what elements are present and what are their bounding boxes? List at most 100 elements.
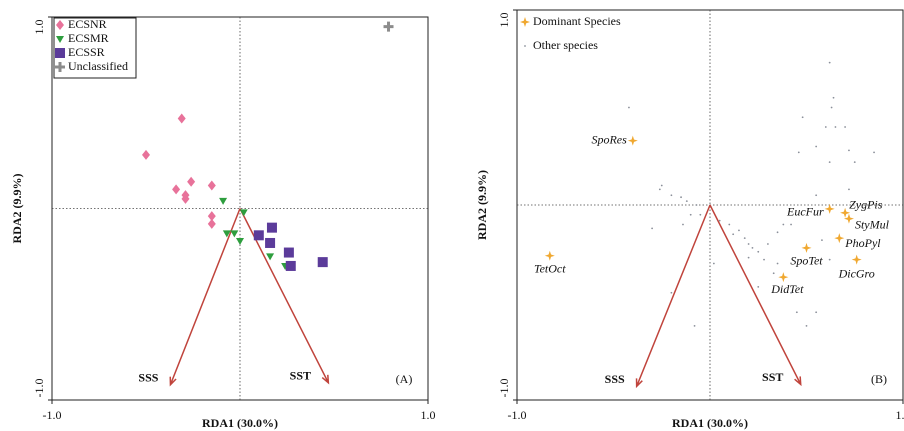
point (834, 233, 845, 244)
legend-marker (56, 20, 64, 30)
point (181, 193, 190, 204)
point (778, 272, 789, 283)
point (317, 257, 328, 268)
point (824, 126, 827, 128)
point (805, 325, 808, 327)
point (834, 126, 837, 128)
arrow-label: SST (762, 370, 783, 384)
point (222, 230, 231, 238)
point (848, 149, 850, 152)
point (832, 96, 835, 99)
legend-label: Unclassified (68, 59, 128, 73)
panel-label: (A) (396, 372, 413, 386)
legend-frame (53, 17, 137, 79)
point (782, 223, 785, 226)
legend-label: ECSNR (68, 17, 107, 31)
point (239, 209, 248, 217)
x-tick-label: -1.0 (508, 408, 527, 422)
point (142, 149, 150, 160)
point (712, 262, 715, 265)
point (728, 223, 731, 226)
point (628, 106, 630, 109)
point (757, 250, 760, 253)
y-axis-label: RDA2 (9.9%) (475, 170, 489, 240)
legend-marker (55, 62, 65, 72)
point (236, 238, 244, 246)
point (776, 262, 779, 265)
point (815, 194, 818, 197)
legend-marker (524, 45, 526, 47)
point (187, 176, 196, 187)
point (815, 311, 818, 314)
point (718, 219, 721, 222)
point (763, 258, 765, 261)
legend-marker (520, 17, 530, 27)
point-label: DicGro (838, 266, 875, 280)
point (682, 223, 684, 226)
arrow-label: SSS (138, 370, 158, 384)
legend-label: ECSSR (68, 45, 105, 59)
point (266, 222, 277, 233)
point-label: ZygPis (849, 198, 883, 212)
y-tick-label: 1.0 (497, 13, 511, 28)
arrow-label: SST (290, 369, 311, 383)
point (207, 211, 216, 222)
point (230, 230, 239, 238)
point (767, 243, 769, 245)
point (873, 151, 875, 154)
point (253, 230, 264, 241)
legend-marker (56, 36, 64, 43)
point-label: TetOct (534, 261, 566, 275)
point (795, 311, 798, 314)
x-tick-label: 1.0 (421, 408, 436, 422)
point (670, 291, 673, 294)
point (265, 237, 276, 248)
point (828, 258, 831, 261)
point (207, 218, 216, 229)
point (843, 213, 854, 224)
point (627, 135, 638, 146)
x-axis-label: RDA1 (30.0%) (672, 416, 748, 430)
panel-label: (B) (871, 372, 887, 386)
y-tick-label: -1.0 (497, 379, 511, 398)
x-tick-label: 1.0 (896, 408, 904, 422)
point (670, 194, 673, 197)
arrow (635, 204, 711, 389)
arrow (169, 208, 241, 387)
point (695, 204, 698, 206)
point (801, 116, 804, 119)
point (848, 188, 850, 191)
point (544, 250, 555, 261)
point-label: PhoPyl (844, 236, 881, 250)
point (207, 180, 216, 191)
point (790, 291, 792, 294)
point (821, 239, 823, 242)
point (824, 203, 835, 214)
point-label: SpoTet (790, 254, 823, 268)
point (383, 21, 394, 32)
point (828, 61, 831, 64)
point (658, 188, 661, 191)
point (853, 161, 856, 164)
point (680, 196, 682, 199)
point (738, 229, 740, 232)
point (790, 223, 792, 226)
point (685, 200, 688, 203)
point (751, 247, 754, 249)
arrow-label: SSS (605, 372, 625, 386)
legend-label: Dominant Species (533, 14, 621, 28)
point (266, 253, 275, 261)
point (285, 260, 296, 271)
x-tick-label: -1.0 (43, 408, 62, 422)
point-label: StyMul (855, 217, 890, 231)
y-axis-label: RDA2 (9.9%) (10, 174, 24, 244)
point (844, 126, 846, 128)
point (772, 272, 775, 275)
x-axis-label: RDA1 (30.0%) (202, 416, 278, 430)
legend-label: ECSMR (68, 31, 109, 45)
legend-marker (55, 48, 65, 58)
point (747, 243, 750, 245)
point (830, 106, 833, 109)
point (689, 213, 692, 216)
